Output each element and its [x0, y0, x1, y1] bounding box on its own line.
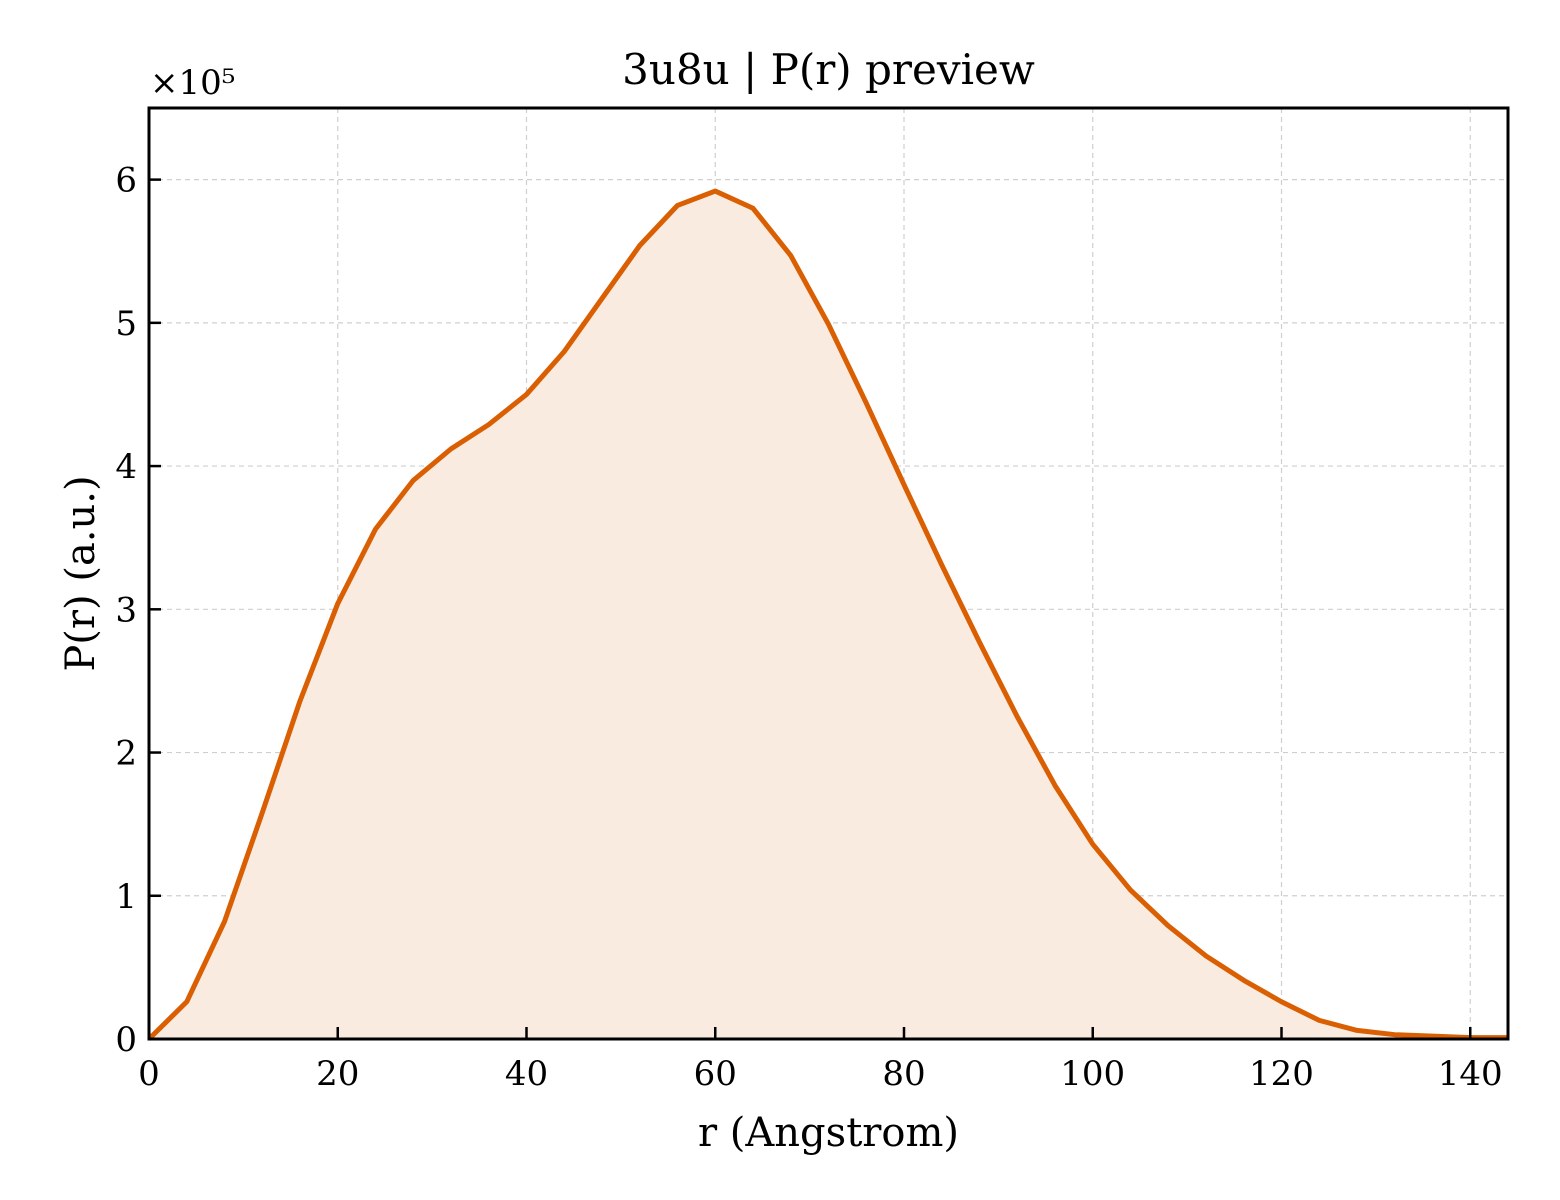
x-tick-label: 80: [882, 1054, 925, 1094]
x-tick-label: 40: [505, 1054, 548, 1094]
pr-series-line: [147, 188, 1508, 1041]
y-tick-label: 3: [115, 590, 137, 630]
y-axis-label: P(r) (a.u.): [58, 475, 104, 671]
y-tick-label: 0: [115, 1020, 137, 1060]
x-tick-label: 20: [316, 1054, 359, 1094]
chart-title: 3u8u | P(r) preview: [622, 45, 1035, 94]
x-tick-label: 60: [694, 1054, 737, 1094]
y-tick-label: 2: [115, 734, 137, 774]
x-tick-label: 140: [1438, 1054, 1503, 1094]
x-tick-label: 120: [1249, 1054, 1314, 1094]
plot-frame: [147, 106, 1510, 1041]
y-tick-label: 6: [115, 161, 137, 201]
y-tick-label: 1: [115, 877, 137, 917]
pr-area-fill: [149, 191, 1508, 1039]
x-tick-label: 100: [1060, 1054, 1125, 1094]
x-tick-label: 0: [138, 1054, 160, 1094]
y-axis-multiplier: ×10⁵: [150, 63, 235, 103]
ticks: 0 20 40 60 80 100 120 140 0 1 2 3 4 5 6: [115, 161, 1502, 1094]
series-layer: [147, 188, 1508, 1041]
x-axis-label: r (Angstrom): [698, 1110, 959, 1156]
y-tick-label: 5: [115, 304, 137, 344]
y-tick-label: 4: [115, 447, 137, 487]
